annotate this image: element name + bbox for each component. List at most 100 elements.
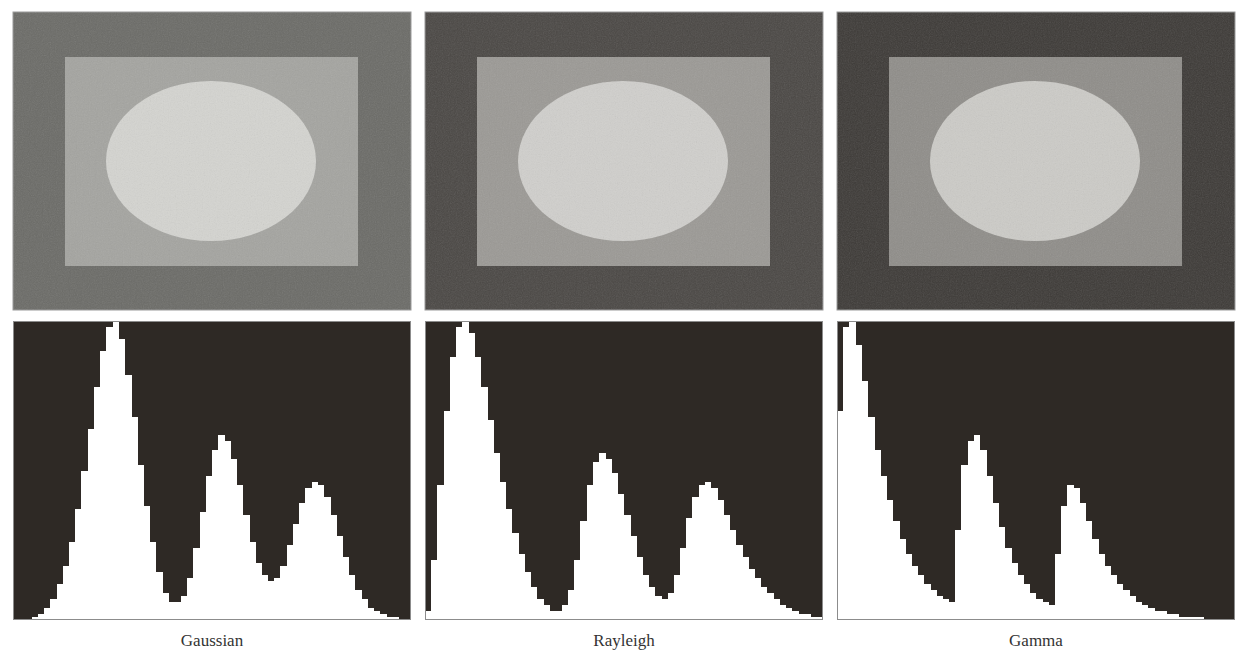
histogram-bar bbox=[1011, 563, 1018, 620]
image-noise bbox=[425, 12, 823, 310]
histogram-bar bbox=[587, 485, 594, 620]
histogram-bar bbox=[1005, 548, 1012, 620]
histogram-bar bbox=[624, 515, 631, 620]
image-noise bbox=[13, 12, 411, 310]
histogram-bar bbox=[556, 611, 563, 620]
histogram-bar bbox=[1136, 602, 1143, 620]
histogram-bar bbox=[1073, 488, 1080, 620]
histogram-bar bbox=[537, 599, 544, 620]
histogram-bar bbox=[237, 485, 244, 620]
histogram-bar bbox=[1086, 521, 1093, 620]
histogram-bar bbox=[1117, 584, 1124, 620]
histogram-bar bbox=[661, 599, 668, 620]
histogram bbox=[13, 321, 411, 620]
plot-frame bbox=[14, 322, 411, 620]
histogram-bar bbox=[580, 521, 587, 620]
histogram-bar bbox=[1048, 605, 1055, 620]
histogram-bar bbox=[481, 387, 488, 620]
histogram-bar bbox=[137, 465, 144, 620]
histogram bbox=[837, 321, 1235, 620]
histogram-bar bbox=[1098, 554, 1105, 620]
plot-frame bbox=[838, 322, 1235, 620]
histogram-bar bbox=[525, 572, 532, 620]
histogram-bar bbox=[1067, 485, 1074, 620]
histogram-bar bbox=[968, 441, 975, 620]
plot-background bbox=[837, 321, 1235, 620]
histogram-bar bbox=[493, 453, 500, 620]
histogram-bar bbox=[773, 599, 780, 620]
histogram-bar bbox=[1160, 611, 1167, 620]
bars bbox=[425, 321, 823, 620]
histogram-bar bbox=[69, 542, 76, 620]
histogram-bar bbox=[336, 536, 343, 620]
histogram-bar bbox=[57, 584, 64, 620]
histogram-bar bbox=[144, 506, 151, 620]
histogram-bar bbox=[94, 387, 101, 620]
histogram-bar bbox=[792, 611, 799, 620]
histogram-bar bbox=[630, 536, 637, 620]
histogram-bar bbox=[717, 500, 724, 620]
histogram-bar bbox=[980, 450, 987, 620]
histogram-bar bbox=[119, 339, 126, 620]
histogram-bar bbox=[450, 357, 457, 620]
histogram-bar bbox=[974, 435, 981, 620]
histogram-bar bbox=[905, 554, 912, 620]
histogram-bar bbox=[355, 590, 362, 620]
histogram-bar bbox=[106, 327, 113, 620]
histogram-bar bbox=[649, 587, 656, 620]
histogram-bar bbox=[175, 602, 182, 620]
histogram-bar bbox=[674, 575, 681, 620]
chart-title: Rayleigh bbox=[593, 631, 655, 650]
histogram-bar bbox=[767, 593, 774, 620]
histogram-bar bbox=[318, 485, 325, 620]
histogram-bar bbox=[437, 485, 444, 620]
histogram-bar bbox=[44, 608, 51, 620]
histogram-bar bbox=[924, 584, 931, 620]
histogram-bar bbox=[692, 497, 699, 620]
histogram-bar bbox=[999, 527, 1006, 620]
histogram-bar bbox=[374, 611, 381, 620]
image-background bbox=[13, 12, 411, 310]
histogram-bar bbox=[868, 417, 875, 620]
histogram-bar bbox=[918, 575, 925, 620]
histogram-bar bbox=[881, 476, 888, 620]
histogram-bar bbox=[1104, 566, 1111, 620]
image-background bbox=[837, 12, 1235, 310]
figure: GaussianRayleighGamma bbox=[0, 0, 1240, 655]
histogram-bar bbox=[88, 429, 95, 620]
histogram-bar bbox=[955, 530, 962, 620]
histogram-bar bbox=[761, 587, 768, 620]
histogram-bar bbox=[125, 375, 132, 620]
histogram-bar bbox=[543, 605, 550, 620]
histogram-bar bbox=[274, 578, 281, 620]
histogram-bar bbox=[243, 515, 250, 620]
histogram-bar bbox=[206, 476, 213, 620]
histogram-bar bbox=[218, 435, 225, 620]
histogram-bar bbox=[786, 608, 793, 620]
histogram-bar bbox=[843, 327, 850, 620]
histogram-bar bbox=[168, 602, 175, 620]
noisy-image bbox=[425, 12, 823, 310]
plot-background bbox=[425, 321, 823, 620]
histogram-bar bbox=[856, 345, 863, 620]
histogram-bar bbox=[131, 417, 138, 620]
histogram-bar bbox=[512, 533, 519, 620]
histogram-bar bbox=[324, 497, 331, 620]
chart-title: Gaussian bbox=[181, 631, 244, 650]
histogram-bar bbox=[893, 521, 900, 620]
bars bbox=[837, 321, 1204, 620]
histogram-bar bbox=[1030, 593, 1037, 620]
histogram-bar bbox=[724, 515, 731, 620]
histogram-bar bbox=[162, 593, 169, 620]
histogram-bar bbox=[81, 471, 88, 621]
histogram-bar bbox=[643, 575, 650, 620]
histogram-bar bbox=[150, 542, 157, 620]
histogram-bar bbox=[330, 515, 337, 620]
histogram-bar bbox=[518, 554, 525, 620]
histogram-bar bbox=[593, 462, 600, 620]
histogram-bar bbox=[63, 566, 70, 620]
histogram-bar bbox=[549, 611, 556, 620]
noisy-image bbox=[13, 12, 411, 310]
histogram-bar bbox=[1111, 575, 1118, 620]
histogram bbox=[425, 321, 823, 620]
